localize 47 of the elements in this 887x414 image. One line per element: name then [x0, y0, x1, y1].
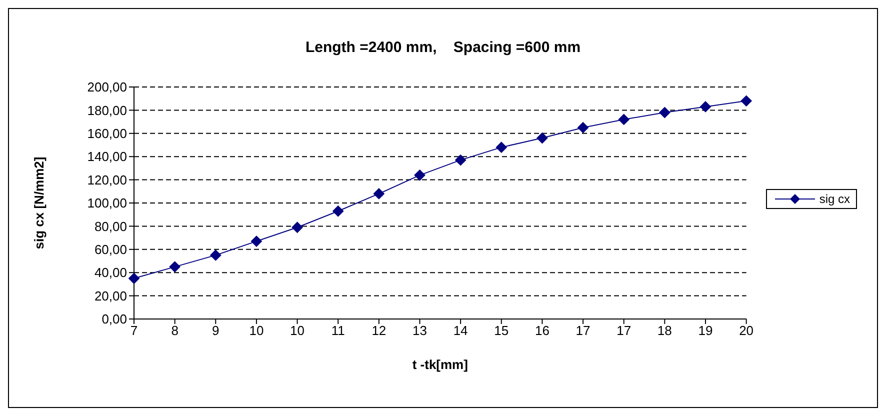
- point: [169, 261, 180, 272]
- x-tick-label: 7: [130, 323, 138, 338]
- x-tick-label: 10: [249, 323, 264, 338]
- point: [250, 236, 262, 247]
- y-tick-label: 80,00: [94, 218, 127, 234]
- x-tick-label: 11: [331, 323, 345, 338]
- x-tick-label: 18: [657, 323, 672, 338]
- y-tick-label: 0,00: [102, 312, 127, 327]
- chart-title: Length =2400 mm, Spacing =600 mm: [304, 39, 582, 56]
- x-tick-label: 14: [453, 323, 468, 338]
- y-tick-label: 120,00: [87, 172, 127, 188]
- point: [618, 114, 630, 125]
- x-tick-label: 12: [372, 323, 386, 338]
- point: [373, 188, 384, 200]
- point: [455, 154, 466, 166]
- y-axis-title: sig cx [N/mm2]: [32, 156, 47, 250]
- x-tick-label: 17: [616, 323, 632, 338]
- legend-label: sig cx: [819, 192, 850, 206]
- x-tick-label: 19: [698, 323, 713, 338]
- point: [659, 107, 670, 118]
- x-tick-label: 16: [534, 323, 550, 338]
- x-tick-label: 20: [739, 323, 754, 338]
- point: [128, 272, 140, 284]
- point: [210, 250, 222, 261]
- x-tick-label: 9: [212, 323, 220, 338]
- x-tick-label: 8: [171, 323, 178, 338]
- y-tick-label: 180,00: [87, 102, 127, 118]
- x-tick-label: 13: [412, 323, 427, 338]
- point: [536, 132, 548, 144]
- x-tick-label: 17: [576, 323, 590, 338]
- y-tick-label: 60,00: [94, 242, 127, 258]
- point: [700, 101, 711, 112]
- y-tick-label: 140,00: [87, 149, 127, 164]
- point: [578, 122, 589, 134]
- point: [414, 170, 426, 181]
- x-tick-label: 15: [494, 323, 509, 338]
- y-tick-label: 100,00: [87, 196, 127, 211]
- x-tick-label: 10: [290, 323, 305, 338]
- y-tick-label: 20,00: [94, 288, 127, 304]
- y-tick-label: 160,00: [87, 126, 127, 142]
- y-tick-label: 40,00: [94, 265, 127, 280]
- x-axis-title: t -tk[mm]: [412, 357, 468, 372]
- point: [740, 95, 752, 106]
- point: [496, 142, 507, 153]
- point: [332, 206, 344, 217]
- point: [292, 222, 303, 233]
- y-tick-label: 200,00: [87, 80, 127, 95]
